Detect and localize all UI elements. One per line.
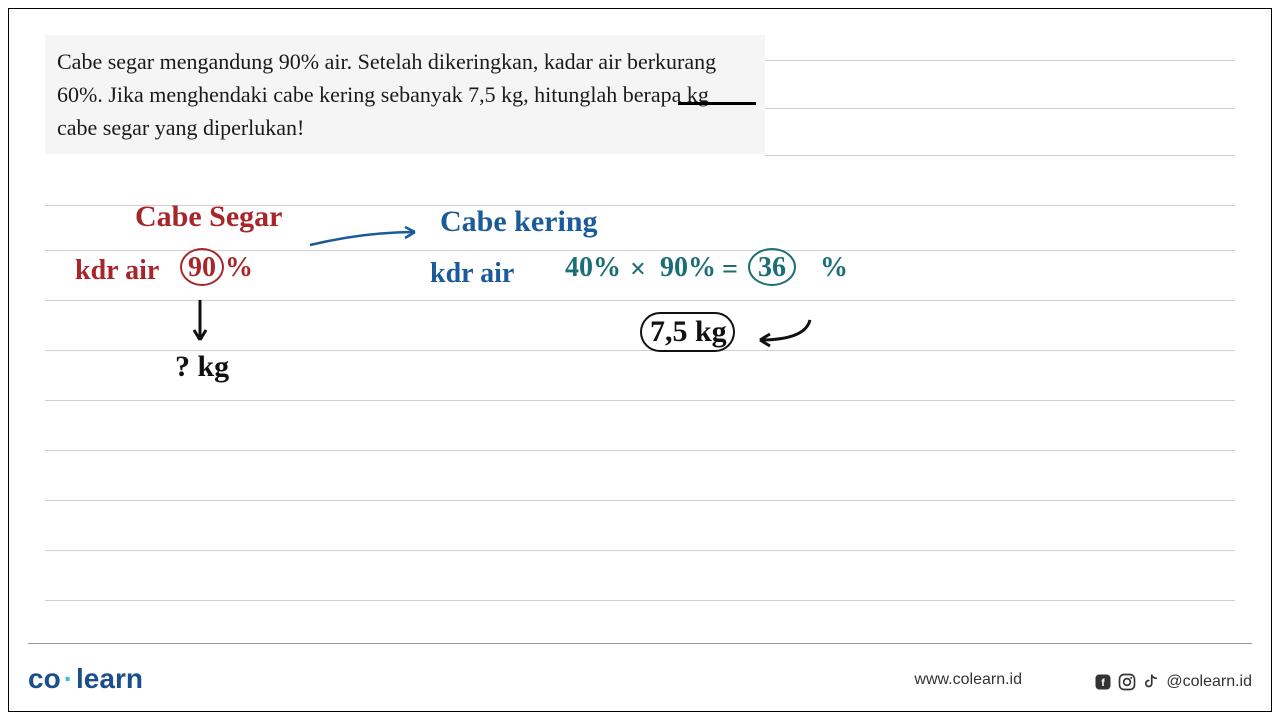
tiktok-icon (1142, 673, 1160, 691)
website-url: www.colearn.id (914, 671, 1022, 689)
social-handles: f @colearn.id (1094, 673, 1252, 691)
ruled-line-short (765, 60, 1235, 61)
equals-sign: = (722, 254, 738, 286)
circle-around-90 (180, 248, 224, 286)
percent-left: % (225, 252, 253, 284)
label-cabe-kering: Cabe kering (440, 205, 598, 239)
times-sign: × (630, 254, 646, 286)
social-handle-text: @colearn.id (1166, 673, 1252, 691)
ruled-line (45, 400, 1235, 401)
circle-around-7-5 (640, 312, 735, 352)
svg-text:f: f (1102, 677, 1106, 689)
instagram-icon (1118, 673, 1136, 691)
ruled-line (45, 550, 1235, 551)
footer-divider (28, 643, 1252, 644)
ruled-line-short (765, 155, 1235, 156)
logo-co: co (28, 663, 61, 694)
percent-right: % (820, 252, 848, 284)
ruled-line-short (765, 108, 1235, 109)
ruled-line (45, 500, 1235, 501)
ruled-line (45, 450, 1235, 451)
label-kdr-air-right: kdr air (430, 258, 514, 290)
circle-around-36 (748, 248, 796, 286)
ruled-line (45, 600, 1235, 601)
label-kdr-air-left: kdr air (75, 255, 159, 287)
facebook-icon: f (1094, 673, 1112, 691)
underline-mark (678, 102, 756, 105)
logo-dot: · (61, 663, 76, 694)
question-text: Cabe segar mengandung 90% air. Setelah d… (45, 35, 765, 154)
ruled-line (45, 300, 1235, 301)
footer: co·learn www.colearn.id f @colearn.id (28, 655, 1252, 695)
ruled-line (45, 250, 1235, 251)
logo: co·learn (28, 663, 143, 695)
label-cabe-segar: Cabe Segar (135, 200, 282, 234)
value-40pct: 40% (565, 252, 621, 284)
value-90pct-right: 90% (660, 252, 716, 284)
logo-learn: learn (76, 663, 143, 694)
question-kg: ? kg (175, 350, 229, 384)
